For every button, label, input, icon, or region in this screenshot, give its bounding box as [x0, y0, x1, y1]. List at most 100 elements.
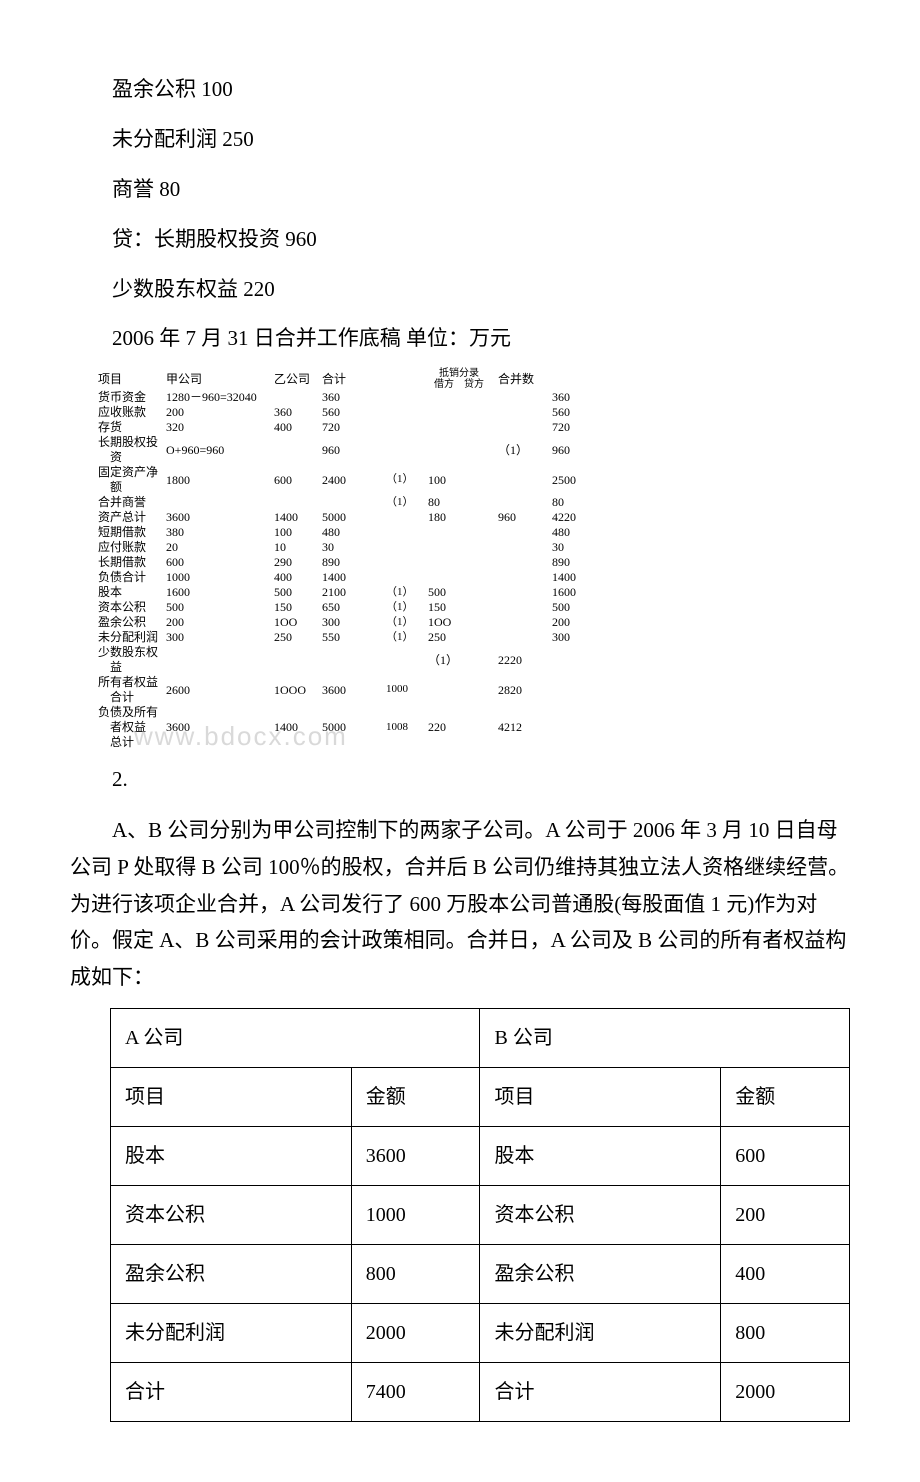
equity-cell: 800 [351, 1244, 480, 1303]
equity-cell: 合计 [480, 1362, 721, 1421]
ws-note [382, 510, 424, 525]
ws-cr [494, 405, 548, 420]
ws-compA: 380 [162, 525, 270, 540]
ws-dr [424, 675, 494, 705]
ws-dr: 1OO [424, 615, 494, 630]
ws-item: 盈余公积 [94, 615, 162, 630]
ws-note: （1） [382, 465, 424, 495]
ws-cr [494, 555, 548, 570]
ws-compB: 1400 [270, 510, 318, 525]
ws-dr [424, 420, 494, 435]
ws-dr [424, 435, 494, 465]
ws-compB: 1400 [270, 705, 318, 750]
ws-row: 长期借款600290890890 [94, 555, 602, 570]
ws-hdr-total: 合计 [318, 369, 382, 390]
equity-cell: 2000 [351, 1303, 480, 1362]
equity-cell: 盈余公积 [111, 1244, 352, 1303]
ws-total: 2400 [318, 465, 382, 495]
ws-row: 股本16005002100（1）5001600 [94, 585, 602, 600]
ws-cr [494, 390, 548, 405]
line-worksheet-title: 2006 年 7 月 31 日合并工作底稿 单位：万元 [70, 319, 850, 359]
ws-item: 货币资金 [94, 390, 162, 405]
ws-merged [548, 705, 602, 750]
equity-table: A 公司 B 公司 项目 金额 项目 金额 股本3600股本600资本公积100… [110, 1008, 850, 1422]
line-goodwill: 商誉 80 [70, 170, 850, 210]
ws-merged: 960 [548, 435, 602, 465]
line-surplus-reserve: 盈余公积 100 [70, 70, 850, 110]
ws-cr [494, 525, 548, 540]
ws-total: 550 [318, 630, 382, 645]
ws-merged: 300 [548, 630, 602, 645]
ws-row: 货币资金1280－960=32040360360 [94, 390, 602, 405]
ws-cr [494, 570, 548, 585]
equity-row: 盈余公积800盈余公积400 [111, 1244, 850, 1303]
ws-compA: 1280－960=32040 [162, 390, 270, 405]
ws-compB: 150 [270, 600, 318, 615]
ws-compB: 400 [270, 420, 318, 435]
ws-total: 30 [318, 540, 382, 555]
ws-merged: 200 [548, 615, 602, 630]
ws-row: 所有者权益 合计26001OOO360010002820 [94, 675, 602, 705]
ws-hdr-cr: 贷方 [464, 380, 484, 391]
line-minority: 少数股东权益 220 [70, 270, 850, 310]
ws-compA: 3600 [162, 510, 270, 525]
ws-compB: 1OOO [270, 675, 318, 705]
ws-note [382, 525, 424, 540]
ws-total: 890 [318, 555, 382, 570]
ws-compA: 300 [162, 630, 270, 645]
equity-col-item-a: 项目 [111, 1067, 352, 1126]
ws-total [318, 495, 382, 510]
section-number-2: 2. [70, 760, 850, 800]
ws-total: 720 [318, 420, 382, 435]
ws-note [382, 420, 424, 435]
ws-compB: 290 [270, 555, 318, 570]
ws-cr [494, 465, 548, 495]
ws-row: 盈余公积2001OO300（1）1OO200 [94, 615, 602, 630]
ws-row: 固定资产净 额18006002400（1）1002500 [94, 465, 602, 495]
ws-item: 负债合计 [94, 570, 162, 585]
equity-row: 未分配利润2000未分配利润800 [111, 1303, 850, 1362]
ws-row: 应收账款200360560560 [94, 405, 602, 420]
ws-note: （1） [382, 585, 424, 600]
equity-cell: 未分配利润 [480, 1303, 721, 1362]
ws-row: 应付账款20103030 [94, 540, 602, 555]
ws-item: 短期借款 [94, 525, 162, 540]
equity-row: 股本3600股本600 [111, 1126, 850, 1185]
ws-row: 长期股权投 资O+960=960960（1）960 [94, 435, 602, 465]
ws-merged: 560 [548, 405, 602, 420]
ws-dr [424, 540, 494, 555]
ws-compB: 360 [270, 405, 318, 420]
ws-cr [494, 615, 548, 630]
ws-note: （1） [382, 495, 424, 510]
ws-merged: 30 [548, 540, 602, 555]
ws-compA [162, 645, 270, 675]
ws-cr [494, 600, 548, 615]
ws-compB: 600 [270, 465, 318, 495]
ws-total: 5000 [318, 510, 382, 525]
equity-cell: 股本 [111, 1126, 352, 1185]
problem-body-2: A、B 公司分别为甲公司控制下的两家子公司。A 公司于 2006 年 3 月 1… [70, 812, 850, 996]
ws-cr: （1） [494, 435, 548, 465]
consolidation-worksheet: 项目 甲公司 乙公司 合计 抵销分录 借方 贷方 合并数 货币资金1280－96… [94, 369, 602, 750]
ws-item: 所有者权益 合计 [94, 675, 162, 705]
ws-compB [270, 390, 318, 405]
ws-compA: 20 [162, 540, 270, 555]
ws-compB: 100 [270, 525, 318, 540]
ws-total: 1400 [318, 570, 382, 585]
ws-dr: 500 [424, 585, 494, 600]
ws-compA: 1000 [162, 570, 270, 585]
ws-compA: 3600 [162, 705, 270, 750]
ws-compA: 1600 [162, 585, 270, 600]
ws-merged: 1600 [548, 585, 602, 600]
ws-dr: 250 [424, 630, 494, 645]
ws-note: （1） [382, 630, 424, 645]
ws-compA: 1800 [162, 465, 270, 495]
equity-cell: 200 [721, 1185, 850, 1244]
ws-compA: 600 [162, 555, 270, 570]
ws-hdr-merged: 合并数 [494, 369, 548, 390]
ws-note: （1） [382, 615, 424, 630]
ws-total: 960 [318, 435, 382, 465]
ws-merged: 720 [548, 420, 602, 435]
ws-item: 未分配利润 [94, 630, 162, 645]
equity-cell: 1000 [351, 1185, 480, 1244]
